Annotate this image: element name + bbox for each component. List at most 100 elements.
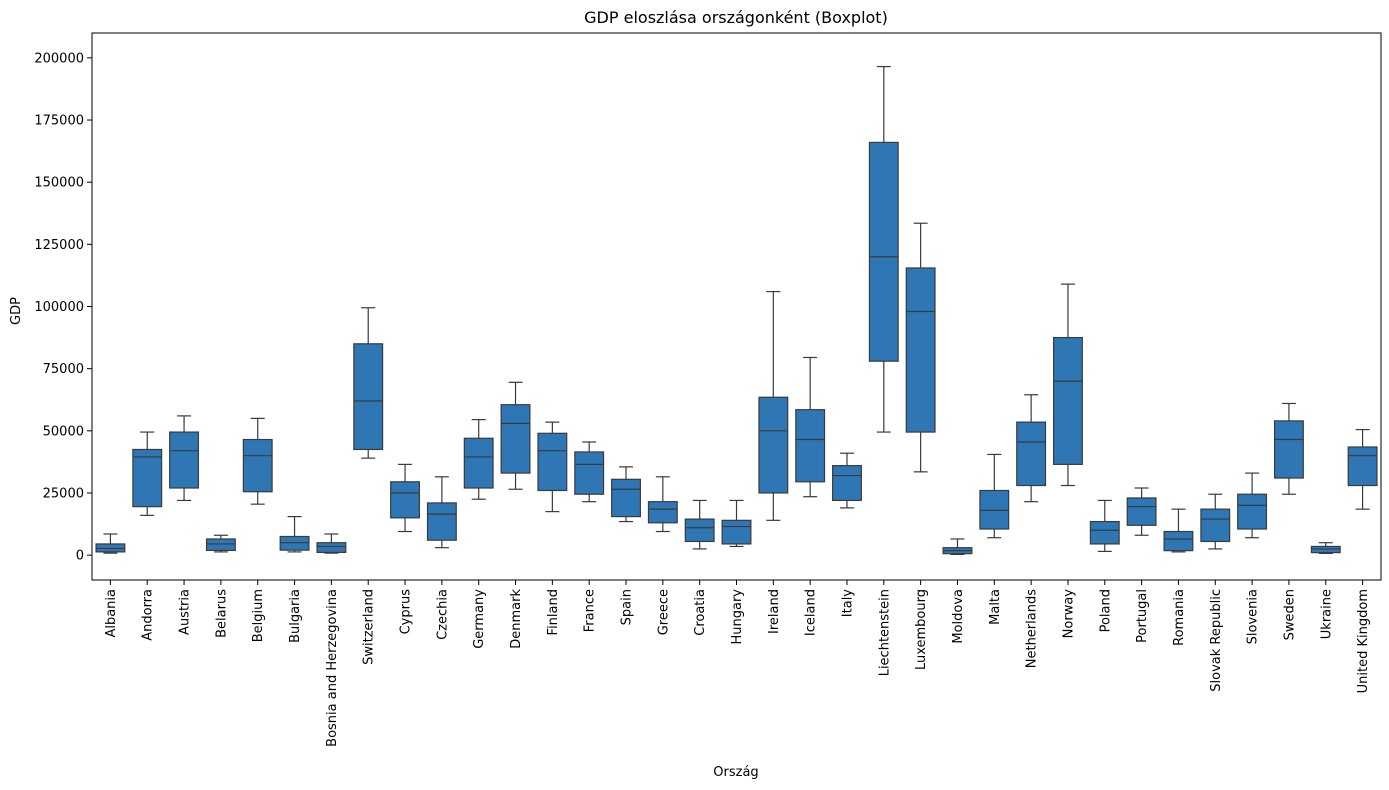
box-slovak-republic (1200, 493, 1231, 550)
box-spain (611, 466, 641, 523)
box-iqr (463, 437, 494, 489)
x-tick-label: Slovak Republic (1209, 589, 1224, 692)
box-luxembourg (905, 222, 936, 473)
chart-title: GDP eloszlása országonként (Boxplot) (584, 8, 888, 27)
box-romania (1163, 508, 1194, 553)
x-tick-label: Bosnia and Herzegovina (325, 589, 340, 747)
box-iqr (721, 519, 752, 545)
box-iqr (1163, 530, 1194, 552)
x-tick-label: Greece (656, 589, 671, 635)
x-tick-label: Malta (988, 589, 1003, 625)
box-iqr (611, 478, 641, 518)
y-tick-label: 100000 (34, 300, 84, 315)
x-tick-label: Hungary (730, 589, 745, 645)
box-bulgaria (279, 515, 310, 553)
box-iqr (426, 502, 457, 541)
y-tick-label: 150000 (34, 176, 84, 191)
box-moldova (942, 538, 973, 555)
x-tick-label: Spain (620, 589, 635, 625)
box-sweden (1273, 402, 1304, 495)
box-netherlands (1016, 394, 1047, 503)
box-austria (169, 415, 200, 502)
box-greece (647, 476, 678, 533)
x-tick-label: Norway (1061, 589, 1076, 639)
x-tick-label: Iceland (804, 589, 819, 636)
y-axis: 0 25000 50000 75000 100000 125000 150000 175000… (34, 51, 92, 564)
x-tick-label: Bulgaria (288, 589, 303, 643)
box-cyprus (390, 463, 421, 533)
box-iqr (1200, 508, 1231, 543)
box-iqr (868, 141, 899, 362)
x-tick-label: Cyprus (399, 589, 414, 635)
box-iqr (537, 432, 568, 492)
x-tick-label: Slovenia (1246, 589, 1261, 644)
box-iqr (169, 431, 200, 489)
x-tick-label: Portugal (1135, 589, 1150, 643)
x-tick-label: Ukraine (1319, 589, 1334, 639)
plot-frame (91, 32, 1382, 581)
x-tick-label: France (583, 589, 598, 632)
x-tick-label: Netherlands (1025, 589, 1040, 668)
x-tick-label: Andorra (141, 589, 156, 641)
box-iqr (574, 451, 605, 495)
box-iqr (979, 489, 1010, 530)
box-iqr (795, 409, 826, 483)
y-tick-label: 25000 (43, 486, 84, 501)
x-tick-label: Belgium (251, 589, 266, 642)
x-tick-label: Albania (104, 589, 119, 638)
x-tick-label: Germany (472, 589, 487, 649)
x-tick-label: Denmark (509, 589, 524, 649)
x-tick-label: Czechia (435, 589, 450, 640)
box-poland (1089, 499, 1120, 553)
x-tick-label: Liechtenstein (877, 589, 892, 676)
y-tick-label: 75000 (43, 362, 84, 377)
box-iqr (684, 518, 715, 543)
box-finland (537, 421, 568, 513)
box-ukraine (1310, 542, 1341, 554)
x-tick-label: Moldova (951, 589, 966, 644)
x-axis: Albania Andorra Austria Belarus Belgium Bulga… (104, 580, 1371, 747)
box-belarus (205, 534, 236, 553)
box-iqr (905, 267, 936, 433)
x-tick-label: Finland (546, 589, 561, 635)
box-bosnia-and-herzegovina (316, 533, 347, 554)
x-tick-label: Switzerland (362, 589, 377, 665)
box-iqr (1089, 520, 1120, 545)
box-iqr (832, 465, 862, 502)
box-iqr (1310, 545, 1341, 554)
box-albania (95, 533, 126, 554)
box-iqr (500, 404, 531, 474)
y-tick-label: 50000 (43, 424, 84, 439)
box-andorra (132, 431, 163, 516)
x-tick-label: United Kingdom (1356, 589, 1371, 693)
box-czechia (426, 476, 457, 549)
x-tick-label: Ireland (767, 589, 782, 634)
box-slovenia (1237, 472, 1268, 539)
box-iqr (316, 542, 347, 554)
box-iqr (1126, 497, 1157, 526)
x-tick-label: Belarus (214, 589, 229, 638)
box-switzerland (353, 307, 384, 459)
box-malta (979, 453, 1010, 539)
boxes-group (95, 65, 1378, 555)
box-iqr (1237, 493, 1268, 530)
x-tick-label: Romania (1172, 589, 1187, 646)
box-iceland (795, 356, 826, 498)
y-tick-label: 175000 (34, 114, 84, 129)
x-tick-label: Italy (840, 589, 855, 618)
box-france (574, 441, 605, 503)
box-italy (832, 452, 862, 509)
x-tick-label: Sweden (1282, 589, 1297, 640)
box-belgium (242, 417, 273, 505)
box-iqr (205, 538, 236, 552)
box-denmark (500, 381, 531, 490)
box-germany (463, 419, 494, 500)
box-hungary (721, 499, 752, 548)
box-iqr (758, 396, 789, 494)
box-ireland (758, 290, 789, 521)
box-croatia (684, 499, 715, 550)
box-iqr (1347, 446, 1378, 487)
y-tick-label: 0 (76, 549, 84, 564)
y-tick-label: 200000 (34, 51, 84, 66)
